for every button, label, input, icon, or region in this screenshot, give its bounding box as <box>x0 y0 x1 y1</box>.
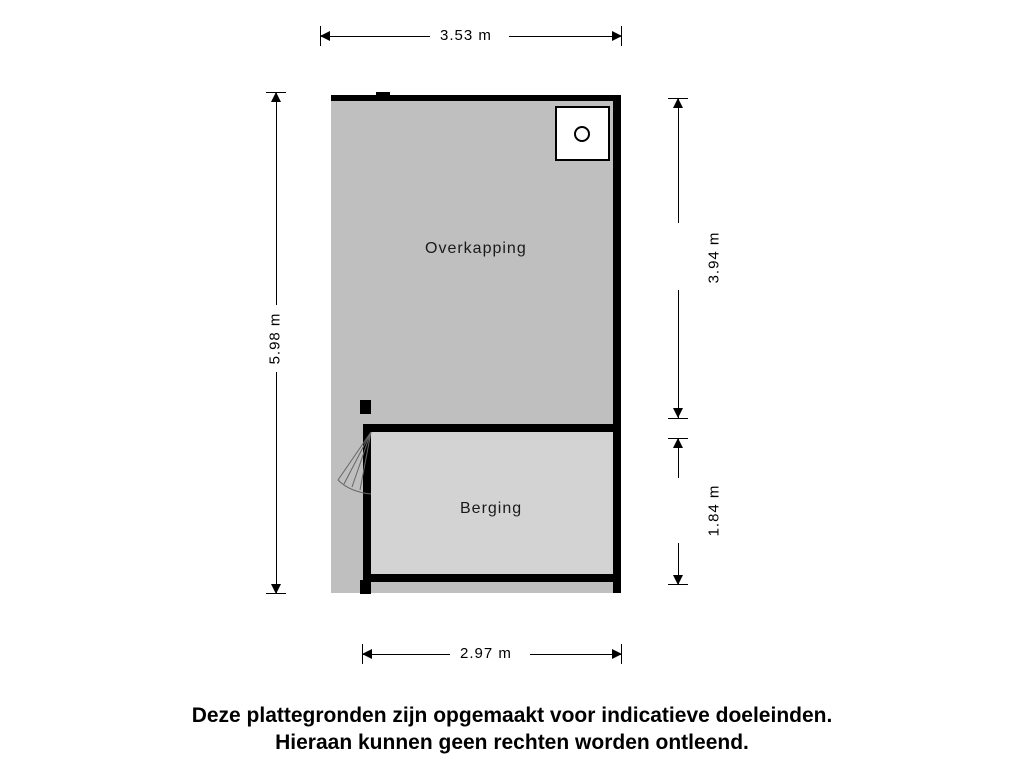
dim-tick <box>668 584 688 585</box>
disclaimer-line2: Hieraan kunnen geen rechten worden ontle… <box>275 731 749 754</box>
dim-bottom-label: 2.97 m <box>460 645 512 662</box>
wall-detail <box>360 580 371 594</box>
disclaimer-text: Deze plattegronden zijn opgemaakt voor i… <box>0 702 1024 757</box>
dim-tick <box>668 418 688 419</box>
dim-tick <box>621 644 622 664</box>
dim-top-label: 3.53 m <box>440 27 492 44</box>
dim-left-label: 5.98 m <box>266 313 283 365</box>
wall-detail <box>376 92 390 101</box>
dim-line <box>530 654 622 655</box>
dim-tick <box>668 98 688 99</box>
room-overkapping-label: Overkapping <box>425 240 527 258</box>
dim-tick <box>266 593 286 594</box>
arrow-left-icon <box>320 31 330 41</box>
room-berging-label: Berging <box>460 500 522 518</box>
dim-tick <box>621 26 622 46</box>
fixture-circle-icon <box>574 126 590 142</box>
dim-line <box>276 92 277 305</box>
arrow-left-icon <box>362 649 372 659</box>
dim-tick <box>320 26 321 46</box>
dim-line <box>362 654 450 655</box>
arrow-up-icon <box>673 438 683 448</box>
dim-tick <box>362 644 363 664</box>
dim-line <box>320 36 430 37</box>
disclaimer-line1: Deze plattegronden zijn opgemaakt voor i… <box>192 704 833 727</box>
dim-line <box>678 98 679 223</box>
wall-detail <box>360 400 371 414</box>
dim-line <box>276 372 277 594</box>
arrow-down-icon <box>673 408 683 418</box>
door-icon <box>330 432 375 502</box>
floorplan: Overkapping Berging 3.53 m 5.98 m 3.94 m… <box>0 0 1024 768</box>
dim-right-bot-label: 1.84 m <box>705 485 722 537</box>
dim-right-top-label: 3.94 m <box>705 232 722 284</box>
dim-tick <box>668 438 688 439</box>
arrow-up-icon <box>673 98 683 108</box>
dim-tick <box>266 92 286 93</box>
dim-line <box>678 290 679 418</box>
arrow-up-icon <box>271 92 281 102</box>
dim-line <box>509 36 622 37</box>
